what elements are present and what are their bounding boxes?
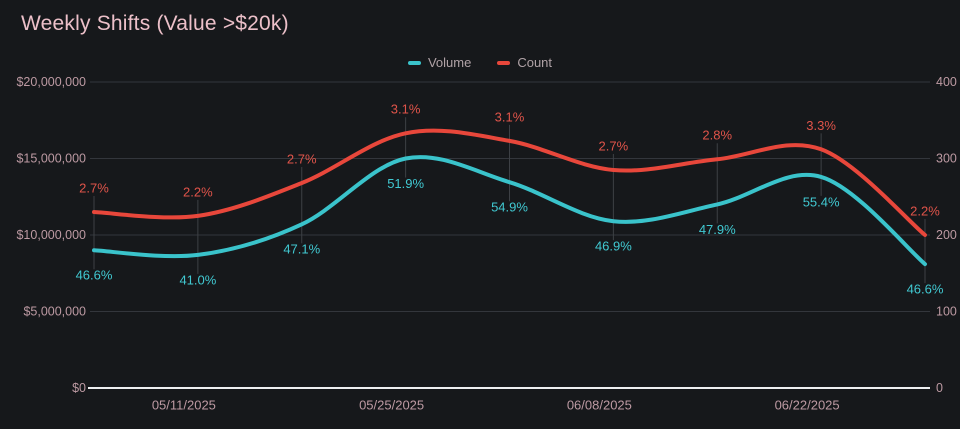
volume-line — [92, 155, 927, 267]
volume-point-label: 47.1% — [283, 242, 320, 257]
legend-item-volume[interactable]: Volume — [407, 55, 472, 70]
count-point-label: 2.7% — [287, 151, 317, 166]
volume-point-label: 46.6% — [76, 268, 113, 283]
volume-point-label: 41.0% — [179, 272, 216, 287]
left-axis-tick-label: $10,000,000 — [16, 228, 86, 242]
count-point-label: 2.7% — [79, 180, 109, 195]
volume-point-label: 55.4% — [803, 194, 840, 209]
right-axis-tick-label: 200 — [936, 228, 957, 242]
legend: Volume Count — [0, 55, 960, 70]
volume-point-label: 51.9% — [387, 176, 424, 191]
left-axis-tick-label: $5,000,000 — [23, 304, 86, 318]
right-axis-tick-label: 400 — [936, 75, 957, 89]
left-axis-tick-label: $15,000,000 — [16, 151, 86, 165]
count-point-label: 2.7% — [599, 138, 629, 153]
x-axis-tick-label: 06/08/2025 — [567, 397, 632, 412]
right-axis-tick-label: 300 — [936, 151, 957, 165]
left-axis-tick-label: $0 — [72, 381, 86, 395]
x-axis-tick-label: 05/25/2025 — [359, 397, 424, 412]
legend-item-count[interactable]: Count — [497, 55, 552, 70]
count-point-label: 3.1% — [391, 102, 421, 117]
volume-point-label: 46.9% — [595, 239, 632, 254]
count-line — [92, 128, 927, 237]
right-axis-tick-label: 100 — [936, 304, 957, 318]
count-point-label: 3.1% — [495, 109, 525, 124]
count-point-label: 2.2% — [183, 184, 213, 199]
chart-title: Weekly Shifts (Value >$20k) — [21, 12, 289, 35]
left-axis-tick-label: $20,000,000 — [16, 75, 86, 89]
volume-point-label: 46.6% — [907, 282, 944, 297]
count-point-label: 2.2% — [910, 203, 940, 218]
volume-point-label: 47.9% — [699, 222, 736, 237]
volume-series-swatch-icon — [407, 60, 421, 65]
volume-legend-label: Volume — [427, 55, 472, 70]
count-point-label: 2.8% — [702, 128, 732, 143]
volume-point-label: 54.9% — [491, 200, 528, 215]
count-point-label: 3.3% — [806, 118, 836, 133]
x-axis-tick-label: 06/22/2025 — [775, 397, 840, 412]
count-series-swatch-icon — [497, 60, 511, 65]
x-axis-tick-label: 05/11/2025 — [152, 397, 216, 412]
right-axis-tick-label: 0 — [936, 381, 943, 395]
count-legend-label: Count — [517, 55, 553, 70]
